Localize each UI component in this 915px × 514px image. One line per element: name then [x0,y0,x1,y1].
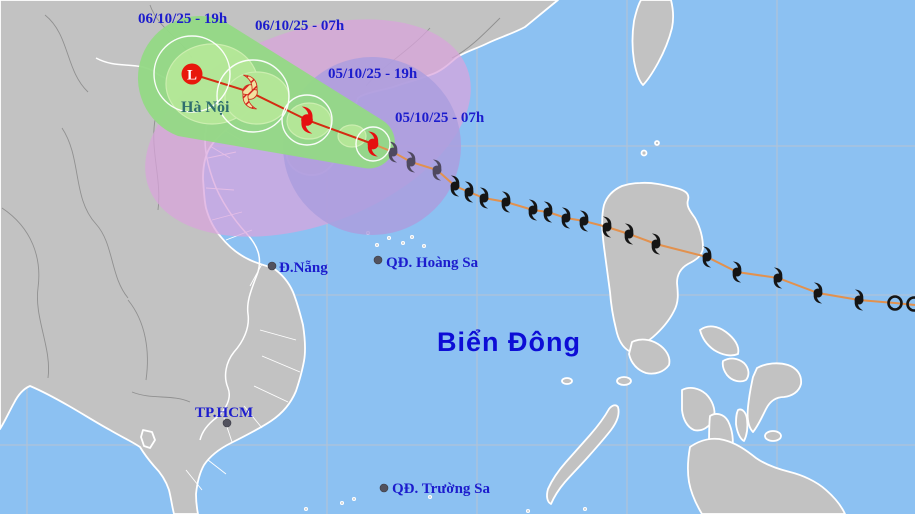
uncertainty-circle [153,35,231,113]
place-label-0: Hà Nội [181,99,230,116]
place-label-1: Đ.Nẵng [279,260,328,276]
land-small-islet [561,377,573,385]
track-symbols [243,75,915,312]
land-samar-leyte-islands [746,362,802,433]
timestamp-label-1: 06/10/25 - 07h [255,18,345,34]
depression-circle-symbol [887,295,903,311]
uncertainty-circle [216,59,290,133]
timestamp-label-3: 05/10/25 - 07h [395,110,485,126]
uncertainty-circle [355,126,391,162]
land-babuyan-islet [640,149,648,157]
land-bohol-island [764,430,782,442]
low-pressure-letter: L [187,68,197,84]
timestamp-label-2: 05/10/25 - 19h [328,66,418,82]
track-lines [191,73,915,306]
place-label-5: Biển Đông [437,327,581,357]
forecast-cone-areas [137,15,471,237]
land-luzon-se-peninsula [699,325,740,357]
place-label-4: QĐ. Trường Sa [392,481,491,497]
land-mindanao-island [687,437,846,514]
depression-circle-symbol [906,296,915,312]
land-phu-quoc-island [140,429,156,449]
position-uncertainty-circles [153,35,391,162]
forecast-track-line [191,73,374,145]
land-babuyan-islet-2 [654,140,660,146]
land-mindoro-island [628,338,671,375]
land-taiwan-island [631,0,674,86]
land-small-islet-2 [616,376,632,386]
past-track-line [372,143,915,306]
map-labels: 06/10/25 - 19h 06/10/25 - 07h 05/10/25 - 1… [138,11,581,497]
uncertainty-circle [281,94,333,146]
place-label-3: TP.HCM [195,405,253,421]
land-palawan-island [546,404,620,505]
land-cebu-island [735,408,749,442]
place-dot [267,261,277,271]
place-dot [373,255,383,265]
place-dot [379,483,389,493]
place-label-2: QĐ. Hoàng Sa [386,255,479,271]
timestamp-label-0: 06/10/25 - 19h [138,11,228,27]
low-pressure-marker: L [181,63,203,85]
low-pressure-circle [181,63,203,85]
small-islands [303,230,588,514]
place-dot [222,418,232,428]
land-masbate-island [721,357,750,383]
